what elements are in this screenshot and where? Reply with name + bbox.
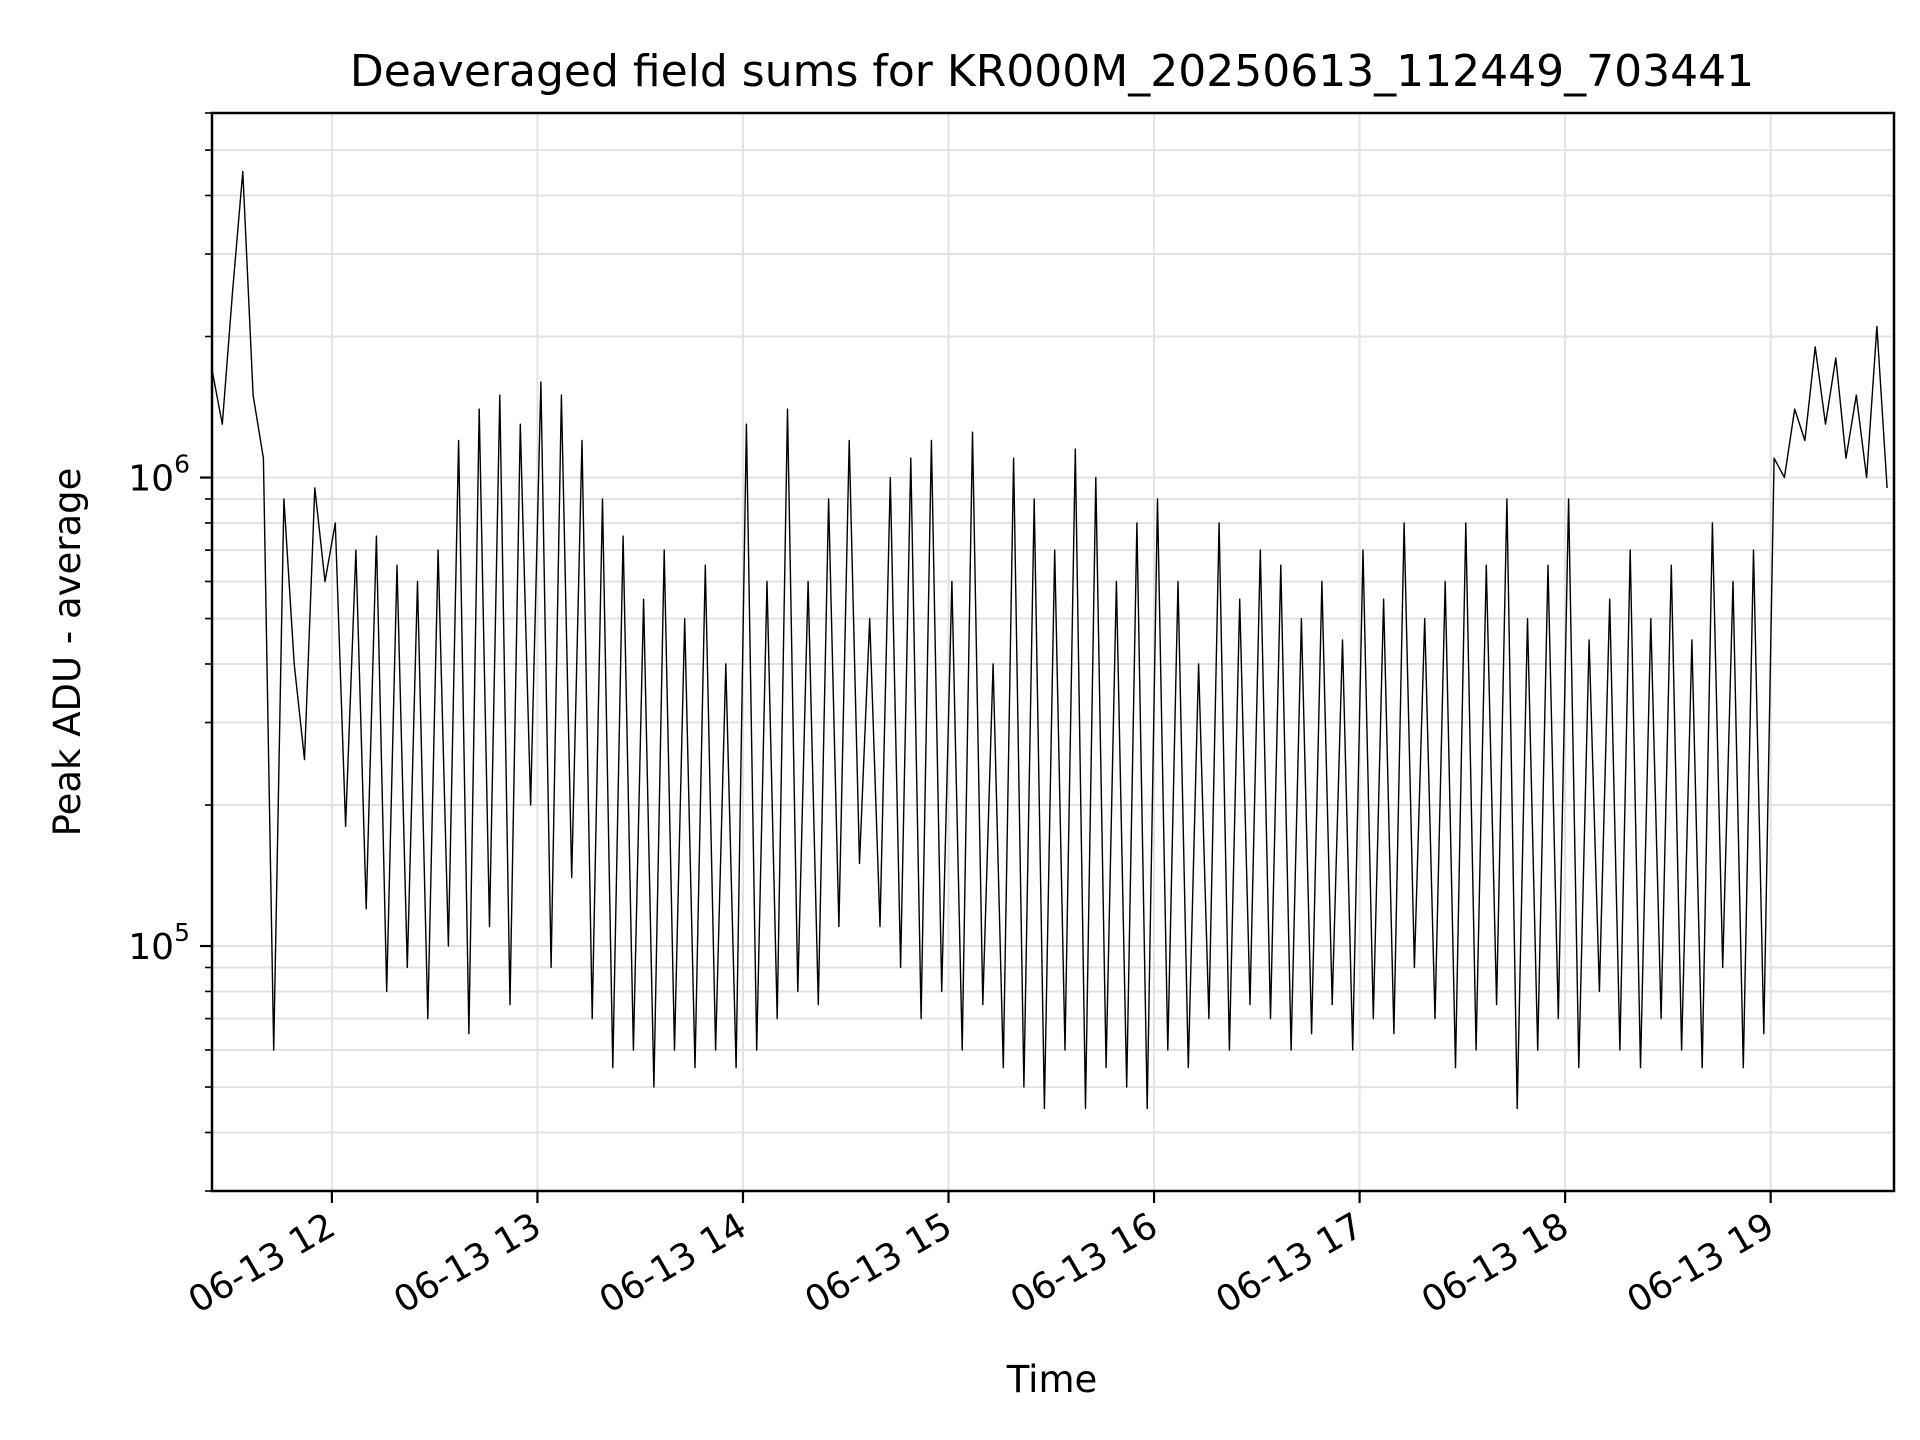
chart-title: Deaveraged field sums for KR000M_2025061… xyxy=(350,46,1754,97)
x-axis-label: Time xyxy=(1006,1358,1098,1401)
y-tick-exponent: 6 xyxy=(174,450,190,479)
y-tick-label: 105 xyxy=(128,918,190,968)
y-tick-label: 106 xyxy=(128,450,190,500)
y-tick-base: 10 xyxy=(128,459,174,500)
plot-frame xyxy=(210,111,1896,1193)
y-axis-label: Peak ADU - average xyxy=(46,468,89,837)
series-layer xyxy=(211,170,1888,1110)
data-line xyxy=(211,170,1888,1110)
y-tick-exponent: 5 xyxy=(174,918,190,947)
y-tick-base: 10 xyxy=(128,927,174,968)
